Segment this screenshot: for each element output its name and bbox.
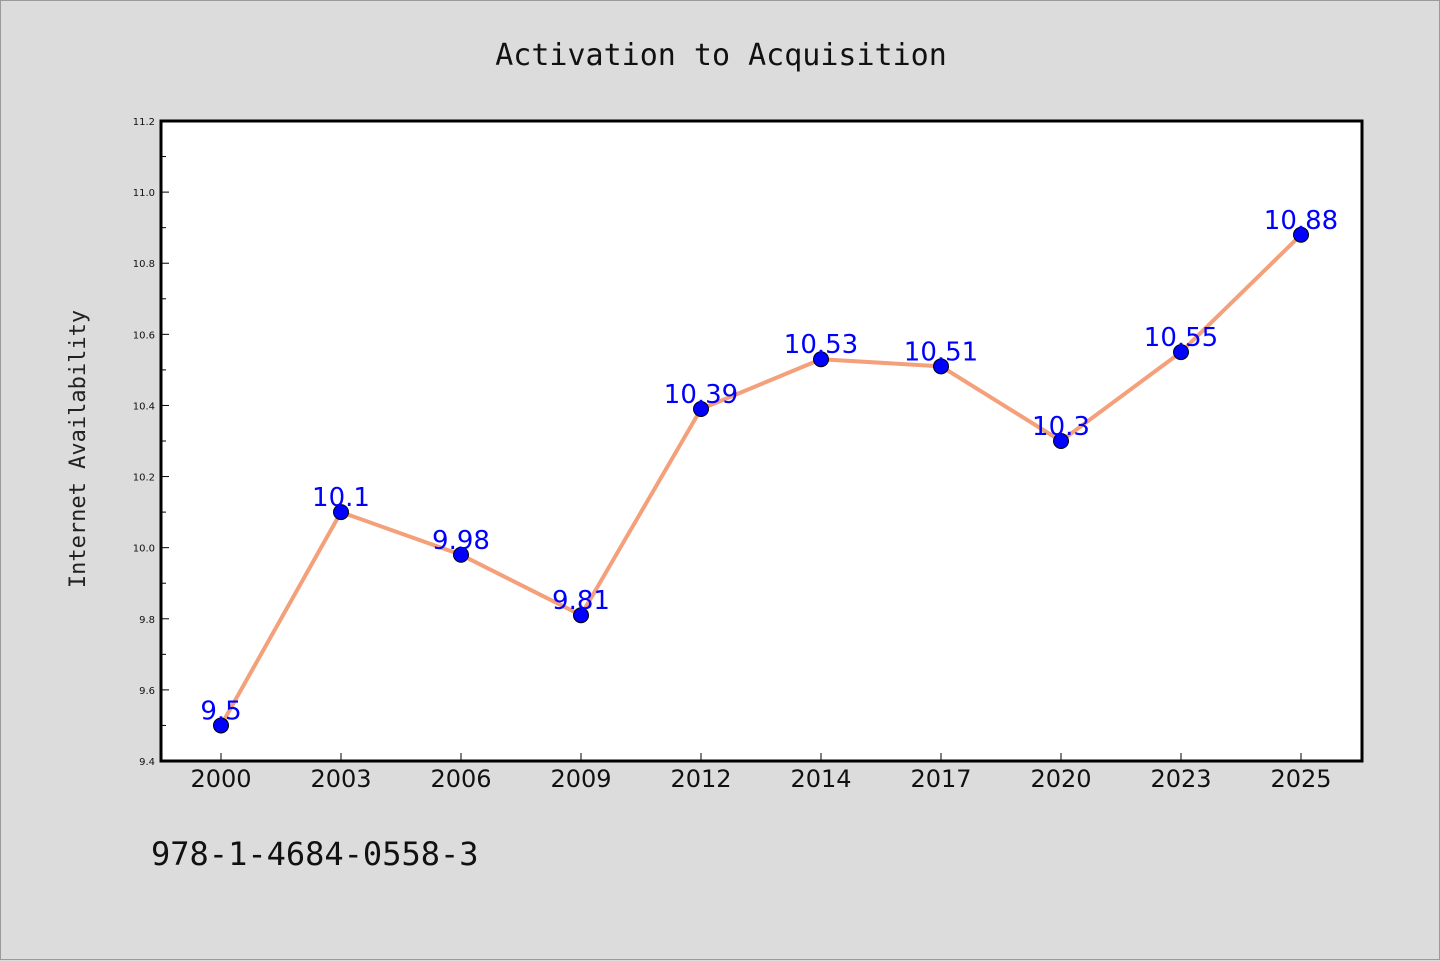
plot-frame: [159, 119, 1364, 763]
data-point: [453, 546, 469, 563]
data-label: 10.53: [784, 330, 858, 360]
y-tick-label: 11.2: [133, 117, 155, 128]
data-point: [213, 717, 229, 734]
y-axis: 9.4 9.6 9.8 10.0 10.2 10.4 10.6 10.8 11.0 11.2: [133, 117, 169, 768]
x-tick-label: 2006: [430, 765, 491, 793]
y-tick-label: 10.8: [133, 259, 155, 270]
data-label: 9.81: [552, 586, 610, 616]
data-point: [1053, 433, 1069, 449]
y-axis-label: Internet Availability: [66, 310, 91, 588]
data-point: [333, 504, 349, 521]
data-label: 10.3: [1032, 412, 1090, 442]
data-point: [813, 351, 829, 368]
y-tick-label: 11.0: [133, 188, 155, 199]
x-tick-label: 2000: [190, 765, 251, 793]
x-tick-label: 2020: [1030, 765, 1091, 793]
x-tick-label: 2012: [670, 765, 731, 793]
series-line: [219, 233, 1303, 727]
data-label: 10.39: [664, 380, 738, 410]
y-tick-label: 9.8: [139, 615, 155, 626]
x-tick-label: 2009: [550, 765, 611, 793]
plot-area: [161, 121, 1362, 761]
data-label: 10.51: [904, 337, 978, 367]
data-point: [573, 607, 589, 624]
data-point: [933, 358, 949, 375]
isbn-text: 978-1-4684-0558-3: [151, 835, 479, 873]
y-tick-label: 10.0: [133, 544, 155, 555]
data-label: 10.88: [1264, 206, 1338, 236]
y-tick-label: 9.4: [139, 757, 155, 768]
y-tick-label: 10.6: [133, 330, 155, 341]
chart-title: Activation to Acquisition: [495, 38, 947, 73]
data-label: 9.98: [432, 526, 490, 556]
data-label: 9.5: [200, 696, 241, 726]
data-point: [693, 401, 709, 417]
y-tick-label: 10.4: [133, 401, 155, 412]
data-point: [1173, 344, 1189, 361]
y-tick-label: 10.2: [133, 473, 155, 484]
x-tick-label: 2025: [1270, 765, 1331, 793]
data-label: 10.1: [312, 483, 370, 513]
x-tick-label: 2023: [1150, 765, 1211, 793]
y-tick-label: 9.6: [139, 686, 155, 697]
data-label: 10.55: [1144, 323, 1218, 353]
x-tick-label: 2017: [910, 765, 971, 793]
data-point: [1293, 226, 1309, 243]
x-tick-label: 2014: [790, 765, 851, 793]
series-line-group: 9.5 10.1 9.98 9.81 10.39 10.53 10.51 10.3 10.55 1…: [200, 206, 1338, 734]
x-axis: 2000 2003 2006 2009 2012 2014 2017 2020 2023 2025: [190, 753, 1332, 793]
x-tick-label: 2003: [310, 765, 371, 793]
